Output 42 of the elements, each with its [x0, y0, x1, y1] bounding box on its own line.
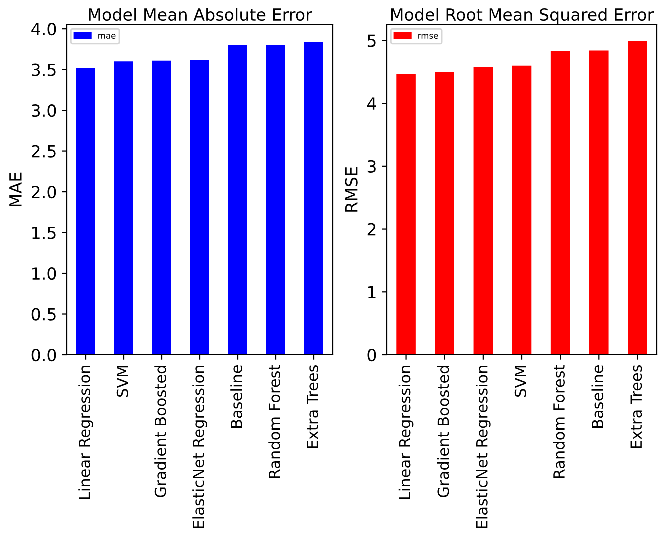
y-axis-title: MAE [10, 172, 22, 207]
y-tick-label: 2.5 [32, 145, 56, 158]
y-tick-label: 0 [368, 348, 376, 362]
x-tick-label: ElasticNet Regression [192, 366, 208, 528]
bar [152, 60, 172, 355]
x-tick-label: Extra Trees [630, 365, 642, 448]
x-tick-label: Random Forest [268, 365, 280, 478]
y-tick-label: 4 [367, 98, 376, 110]
y-tick-label: 1.0 [32, 267, 56, 280]
y-tick-label: 4.0 [32, 23, 56, 36]
x-tick-label: SVM [116, 366, 128, 398]
x-tick-label: Linear Regression [398, 366, 414, 500]
chart-title: Model Root Mean Squared Error [392, 8, 654, 24]
y-tick-label: 3.5 [32, 64, 56, 76]
x-tick-label: Extra Trees [307, 365, 318, 448]
bar [304, 42, 324, 355]
legend-label: mae [98, 34, 116, 39]
x-tick-label: Gradient Boosted [437, 366, 450, 498]
bar [228, 45, 248, 355]
x-tick-label: Linear Regression [78, 366, 94, 500]
y-tick-label: 0.5 [32, 308, 56, 321]
x-tick-label: Random Forest [553, 365, 566, 478]
y-tick-label: 1.5 [32, 226, 56, 240]
bar [190, 60, 210, 355]
y-tick-label: 3 [368, 160, 376, 173]
y-axis-title: RMSE [345, 168, 358, 212]
legend-label: rmse [418, 34, 438, 39]
x-tick-label: Baseline [230, 366, 242, 428]
x-tick-label: Baseline [592, 366, 604, 428]
y-tick-label: 3.0 [32, 104, 56, 118]
y-tick-label: 2 [368, 223, 376, 236]
x-tick-label: ElasticNet Regression [476, 366, 491, 528]
y-tick-label: 5 [368, 34, 376, 48]
y-tick-label: 1 [368, 286, 376, 298]
bar [266, 45, 286, 355]
bar [76, 68, 96, 355]
chart-title: Model Mean Absolute Error [89, 8, 312, 22]
x-tick-label: Gradient Boosted [154, 366, 166, 498]
y-tick-label: 0.0 [32, 348, 56, 362]
bar [114, 62, 134, 355]
y-tick-label: 2.0 [32, 186, 56, 199]
x-tick-label: SVM [514, 366, 526, 398]
